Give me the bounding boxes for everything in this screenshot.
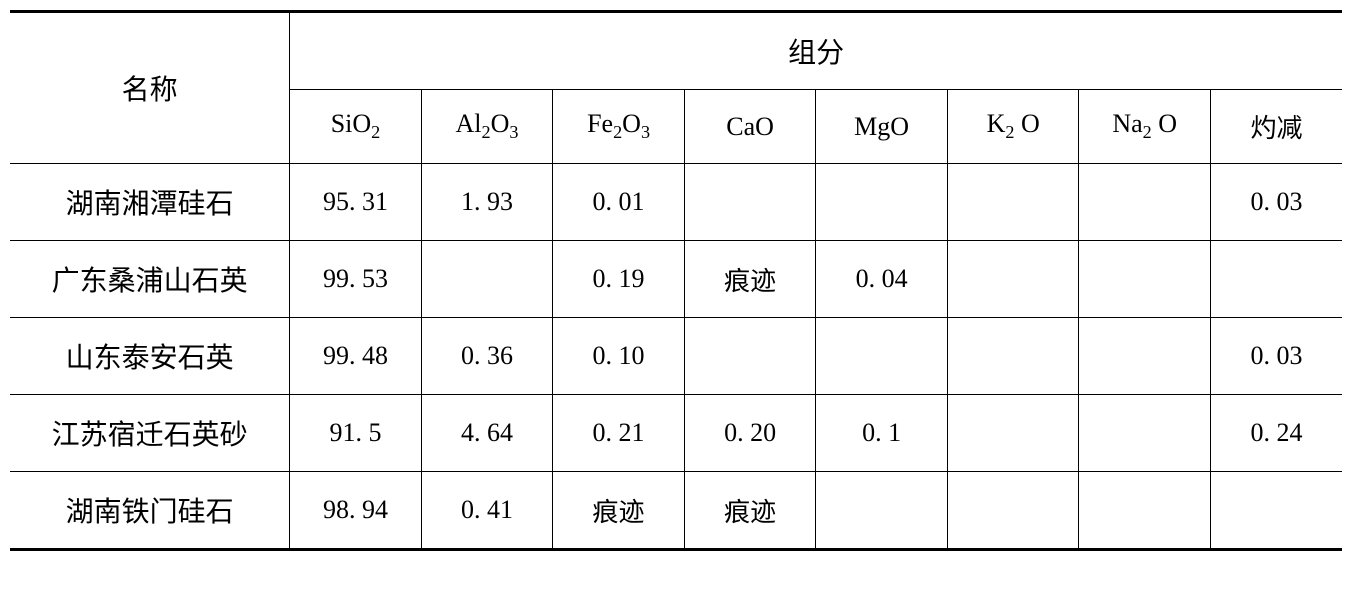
cell (1079, 318, 1211, 395)
cell: 0. 10 (553, 318, 685, 395)
cell (684, 318, 816, 395)
header-row-1: 名称 组分 (10, 12, 1342, 90)
cell: 0. 41 (421, 472, 553, 550)
cell: 0. 36 (421, 318, 553, 395)
cell: 99. 48 (290, 318, 422, 395)
table-row: 湖南湘潭硅石 95. 31 1. 93 0. 01 0. 03 (10, 164, 1342, 241)
cell: 痕迹 (684, 241, 816, 318)
row-name: 湖南湘潭硅石 (10, 164, 290, 241)
cell (816, 318, 948, 395)
cell (1079, 164, 1211, 241)
row-name: 广东桑浦山石英 (10, 241, 290, 318)
cell: 99. 53 (290, 241, 422, 318)
col-sio2: SiO2 (290, 90, 422, 164)
cell: 4. 64 (421, 395, 553, 472)
col-mgo: MgO (816, 90, 948, 164)
table-row: 江苏宿迁石英砂 91. 5 4. 64 0. 21 0. 20 0. 1 0. … (10, 395, 1342, 472)
table-row: 山东泰安石英 99. 48 0. 36 0. 10 0. 03 (10, 318, 1342, 395)
cell (421, 241, 553, 318)
cell (816, 164, 948, 241)
cell: 0. 04 (816, 241, 948, 318)
col-al2o3: Al2O3 (421, 90, 553, 164)
cell (947, 164, 1079, 241)
composition-table: 名称 组分 SiO2 Al2O3 Fe2O3 CaO MgO K2 O Na2 … (10, 10, 1342, 551)
cell (1079, 395, 1211, 472)
col-loi: 灼减 (1210, 90, 1342, 164)
col-k2o: K2 O (947, 90, 1079, 164)
cell: 91. 5 (290, 395, 422, 472)
cell: 0. 24 (1210, 395, 1342, 472)
cell (816, 472, 948, 550)
table-row: 湖南铁门硅石 98. 94 0. 41 痕迹 痕迹 (10, 472, 1342, 550)
row-name: 湖南铁门硅石 (10, 472, 290, 550)
col-cao: CaO (684, 90, 816, 164)
cell (947, 241, 1079, 318)
cell (1210, 472, 1342, 550)
cell (947, 318, 1079, 395)
cell: 0. 19 (553, 241, 685, 318)
col-na2o: Na2 O (1079, 90, 1211, 164)
cell: 1. 93 (421, 164, 553, 241)
cell (1210, 241, 1342, 318)
cell: 0. 1 (816, 395, 948, 472)
cell: 95. 31 (290, 164, 422, 241)
cell: 痕迹 (684, 472, 816, 550)
cell (947, 395, 1079, 472)
cell (684, 164, 816, 241)
cell: 痕迹 (553, 472, 685, 550)
cell (1079, 241, 1211, 318)
cell (1079, 472, 1211, 550)
cell: 0. 03 (1210, 164, 1342, 241)
cell: 0. 21 (553, 395, 685, 472)
table-row: 广东桑浦山石英 99. 53 0. 19 痕迹 0. 04 (10, 241, 1342, 318)
name-column-header: 名称 (10, 12, 290, 164)
cell (947, 472, 1079, 550)
row-name: 江苏宿迁石英砂 (10, 395, 290, 472)
cell: 98. 94 (290, 472, 422, 550)
row-name: 山东泰安石英 (10, 318, 290, 395)
col-fe2o3: Fe2O3 (553, 90, 685, 164)
cell: 0. 03 (1210, 318, 1342, 395)
cell: 0. 01 (553, 164, 685, 241)
table-body: 湖南湘潭硅石 95. 31 1. 93 0. 01 0. 03 广东桑浦山石英 … (10, 164, 1342, 550)
composition-table-container: 名称 组分 SiO2 Al2O3 Fe2O3 CaO MgO K2 O Na2 … (10, 10, 1342, 551)
cell: 0. 20 (684, 395, 816, 472)
components-header: 组分 (290, 12, 1342, 90)
